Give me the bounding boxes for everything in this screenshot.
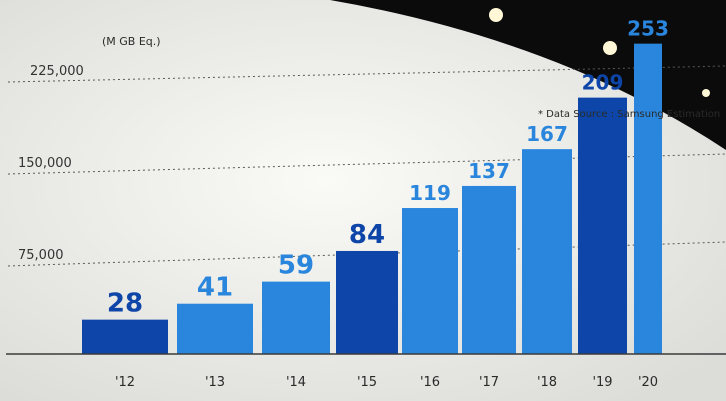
- ceiling-light: [603, 41, 617, 55]
- bar-4: [402, 208, 458, 354]
- bar-value-label: 137: [468, 159, 510, 183]
- y-tick-label: 75,000: [18, 248, 64, 263]
- bar-1: [177, 303, 253, 354]
- bar-value-label: 119: [409, 181, 451, 205]
- x-category-label: '13: [205, 375, 225, 390]
- x-category-label: '15: [357, 375, 377, 390]
- y-unit-label: (M GB Eq.): [102, 35, 161, 48]
- x-category-label: '17: [479, 375, 499, 390]
- x-category-label: '16: [420, 375, 440, 390]
- bar-7: [578, 97, 627, 355]
- bar-6: [522, 149, 572, 354]
- bar-0: [82, 319, 168, 354]
- bar-value-label: 59: [278, 251, 314, 281]
- ceiling-light: [489, 8, 503, 22]
- bar-5: [462, 185, 516, 354]
- bar-8: [634, 43, 662, 355]
- bar-2: [262, 281, 330, 354]
- x-axis-categories: '12 '13 '14 '15 '16 '17 '18 '19 '20: [115, 375, 658, 390]
- bar-value-label: 41: [197, 273, 233, 303]
- bar-value-label: 84: [349, 220, 385, 250]
- y-tick-label: 150,000: [18, 156, 72, 171]
- bar-3: [336, 250, 398, 354]
- bar-value-label: 28: [107, 289, 143, 319]
- x-category-label: '14: [286, 375, 306, 390]
- bar-value-label: 253: [627, 17, 669, 41]
- y-tick-label: 225,000: [30, 64, 84, 79]
- bar-value-label: 167: [526, 122, 568, 146]
- ceiling-light: [702, 89, 710, 97]
- x-category-label: '20: [638, 375, 658, 390]
- bar-value-labels: 28 41 59 84 119 137 167 209 253: [107, 17, 669, 319]
- bar-value-label: 209: [582, 71, 624, 95]
- data-source-note: * Data Source : Samsung Estimation: [538, 109, 720, 120]
- x-category-label: '19: [592, 375, 612, 390]
- bars: [82, 43, 662, 355]
- x-category-label: '12: [115, 375, 135, 390]
- x-category-label: '18: [537, 375, 557, 390]
